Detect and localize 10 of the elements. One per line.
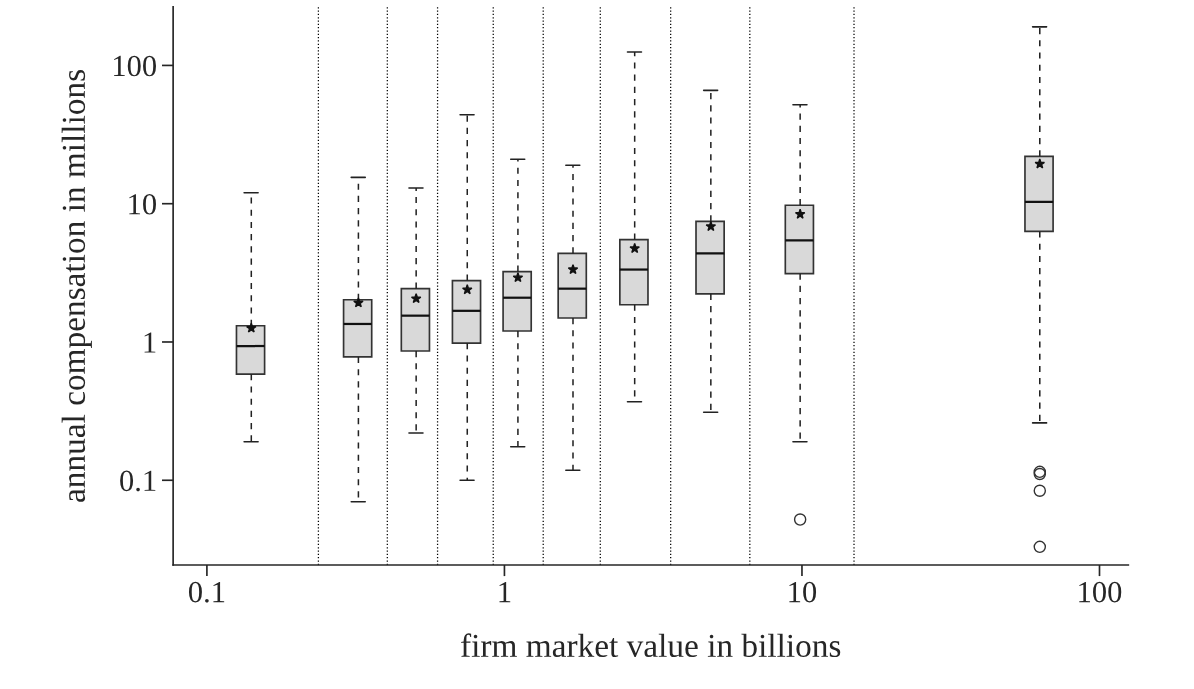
- x-tick-label: 10: [789, 581, 817, 603]
- y-tick-label: 100: [114, 55, 156, 77]
- x-axis-title: firm market value in billions: [461, 633, 841, 658]
- y-tick-label: 10: [129, 193, 156, 215]
- x-tick-label: 0.1: [188, 581, 225, 603]
- x-tick-label: 100: [1079, 581, 1122, 603]
- x-tick-label: 1: [499, 581, 511, 603]
- y-axis-title: annual compensation in millions: [61, 70, 92, 502]
- y-tick-label: 0.1: [120, 470, 156, 492]
- y-tick-label: 1: [144, 332, 156, 353]
